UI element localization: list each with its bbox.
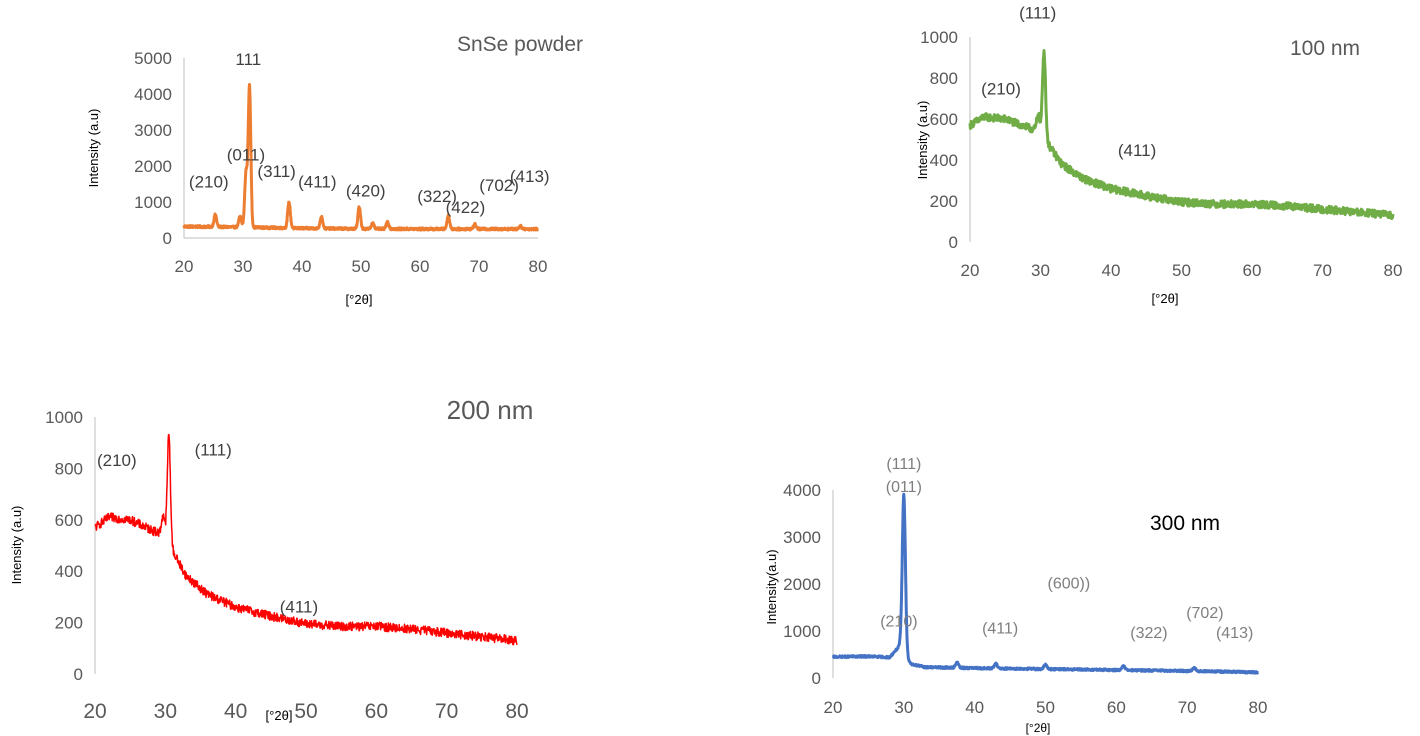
y-axis-label: Intensity (a.u) xyxy=(86,109,101,188)
x-tick-label: 70 xyxy=(1178,698,1197,717)
y-tick-label: 2000 xyxy=(783,575,821,594)
peak-label: (702) xyxy=(1186,605,1223,622)
series-line xyxy=(968,49,1395,220)
y-tick-label: 0 xyxy=(812,669,821,688)
y-axis-label: Intensity(a.u) xyxy=(764,549,779,624)
y-tick-label: 1000 xyxy=(134,193,172,212)
series-line xyxy=(831,492,1260,675)
x-tick-label: 20 xyxy=(83,700,106,723)
peak-label: (111) xyxy=(195,441,232,460)
y-tick-label: 400 xyxy=(55,562,83,581)
x-tick-label: 70 xyxy=(435,700,458,723)
y-tick-label: 3000 xyxy=(783,528,821,547)
peak-label: (422) xyxy=(446,198,486,217)
x-tick-label: 70 xyxy=(470,257,489,276)
x-tick-label: 30 xyxy=(894,698,913,717)
y-tick-label: 800 xyxy=(55,459,83,478)
peak-label: (420) xyxy=(346,182,386,201)
x-tick-label: 20 xyxy=(961,261,980,280)
peak-label: (210) xyxy=(981,79,1021,98)
x-tick-label: 40 xyxy=(224,700,247,723)
peak-label: (411) xyxy=(1118,141,1156,160)
x-tick-label: 80 xyxy=(1384,261,1403,280)
peak-label: (600)) xyxy=(1048,576,1091,593)
peak-label: (210) xyxy=(97,451,137,470)
x-tick-label: 30 xyxy=(154,700,177,723)
y-tick-label: 1000 xyxy=(783,622,821,641)
x-tick-label: 60 xyxy=(365,700,388,723)
chart-snse-powder: 0 1000 2000 3000 4000 5000 20 30 40 50 60 70 80 SnSe … xyxy=(86,33,583,307)
x-tick-label: 20 xyxy=(175,257,194,276)
x-axis-label: [°2θ] xyxy=(346,292,373,307)
y-tick-label: 1000 xyxy=(45,408,83,427)
y-tick-label: 800 xyxy=(930,69,958,88)
x-tick-label: 60 xyxy=(411,257,430,276)
x-tick-label: 30 xyxy=(1031,261,1050,280)
y-axis-label: Intensity (a.u) xyxy=(915,101,930,180)
peak-label: (322) xyxy=(417,187,457,206)
peak-label: (210) xyxy=(189,173,229,192)
y-tick-label: 400 xyxy=(930,151,958,170)
y-tick-label: 3000 xyxy=(134,121,172,140)
peak-label: (111) xyxy=(886,456,921,473)
y-tick-label: 5000 xyxy=(134,49,172,68)
x-tick-label: 80 xyxy=(505,700,528,723)
x-tick-label: 80 xyxy=(1249,698,1268,717)
y-tick-label: 200 xyxy=(55,614,83,633)
chart-title: 100 nm xyxy=(1290,37,1360,60)
peak-label: (311) xyxy=(257,162,295,181)
series-line xyxy=(94,433,518,646)
peak-label: (210) xyxy=(880,613,917,630)
peak-label: (702) xyxy=(479,176,519,195)
chart-title: 200 nm xyxy=(447,395,534,425)
x-tick-label: 80 xyxy=(529,257,548,276)
y-tick-label: 4000 xyxy=(783,481,821,500)
x-tick-label: 40 xyxy=(293,257,312,276)
peak-label: (411) xyxy=(280,597,318,616)
x-tick-label: 50 xyxy=(1172,261,1191,280)
x-tick-label: 70 xyxy=(1313,261,1332,280)
y-tick-label: 2000 xyxy=(134,157,172,176)
x-axis-label: [°2θ] xyxy=(266,708,293,723)
y-axis-label: Intensity (a.u) xyxy=(9,506,24,585)
chart-title: SnSe powder xyxy=(457,33,583,56)
x-tick-label: 60 xyxy=(1107,698,1126,717)
peak-label: (413) xyxy=(1216,625,1253,642)
y-tick-label: 1000 xyxy=(920,28,958,47)
y-tick-label: 4000 xyxy=(134,85,172,104)
peak-label: (411) xyxy=(298,173,336,192)
x-tick-label: 40 xyxy=(1102,261,1121,280)
x-tick-label: 50 xyxy=(294,700,317,723)
x-tick-label: 50 xyxy=(352,257,371,276)
y-tick-label: 0 xyxy=(74,665,83,684)
peak-label: (322) xyxy=(1130,625,1167,642)
x-axis-label: [°2θ] xyxy=(1152,291,1179,306)
x-tick-label: 50 xyxy=(1036,698,1055,717)
chart-300nm: 0 1000 2000 3000 4000 20 30 40 50 60 70 80 300 nm Int… xyxy=(764,456,1267,735)
x-tick-label: 40 xyxy=(965,698,984,717)
x-tick-label: 30 xyxy=(234,257,253,276)
y-tick-label: 0 xyxy=(163,229,172,248)
y-tick-label: 600 xyxy=(55,511,83,530)
chart-title: 300 nm xyxy=(1150,512,1220,535)
series-line xyxy=(182,83,540,232)
chart-100nm: 0 200 400 600 800 1000 20 30 40 50 60 70 80 100 nm Int… xyxy=(915,4,1402,306)
x-axis-label: [°2θ] xyxy=(1026,721,1051,735)
peak-label: 111 xyxy=(235,50,261,69)
peak-label: (411) xyxy=(982,620,1018,637)
peak-label: (413) xyxy=(510,167,550,186)
peak-label: (011) xyxy=(886,479,922,496)
chart-200nm: 0 200 400 600 800 1000 20 30 40 50 60 70 80 200 nm Int… xyxy=(9,395,533,723)
y-tick-label: 0 xyxy=(949,233,958,252)
x-tick-label: 20 xyxy=(824,698,843,717)
peak-label: (011) xyxy=(227,146,265,165)
y-tick-label: 600 xyxy=(930,110,958,129)
y-tick-label: 200 xyxy=(930,192,958,211)
x-tick-label: 60 xyxy=(1243,261,1262,280)
peak-label: (111) xyxy=(1019,4,1056,23)
